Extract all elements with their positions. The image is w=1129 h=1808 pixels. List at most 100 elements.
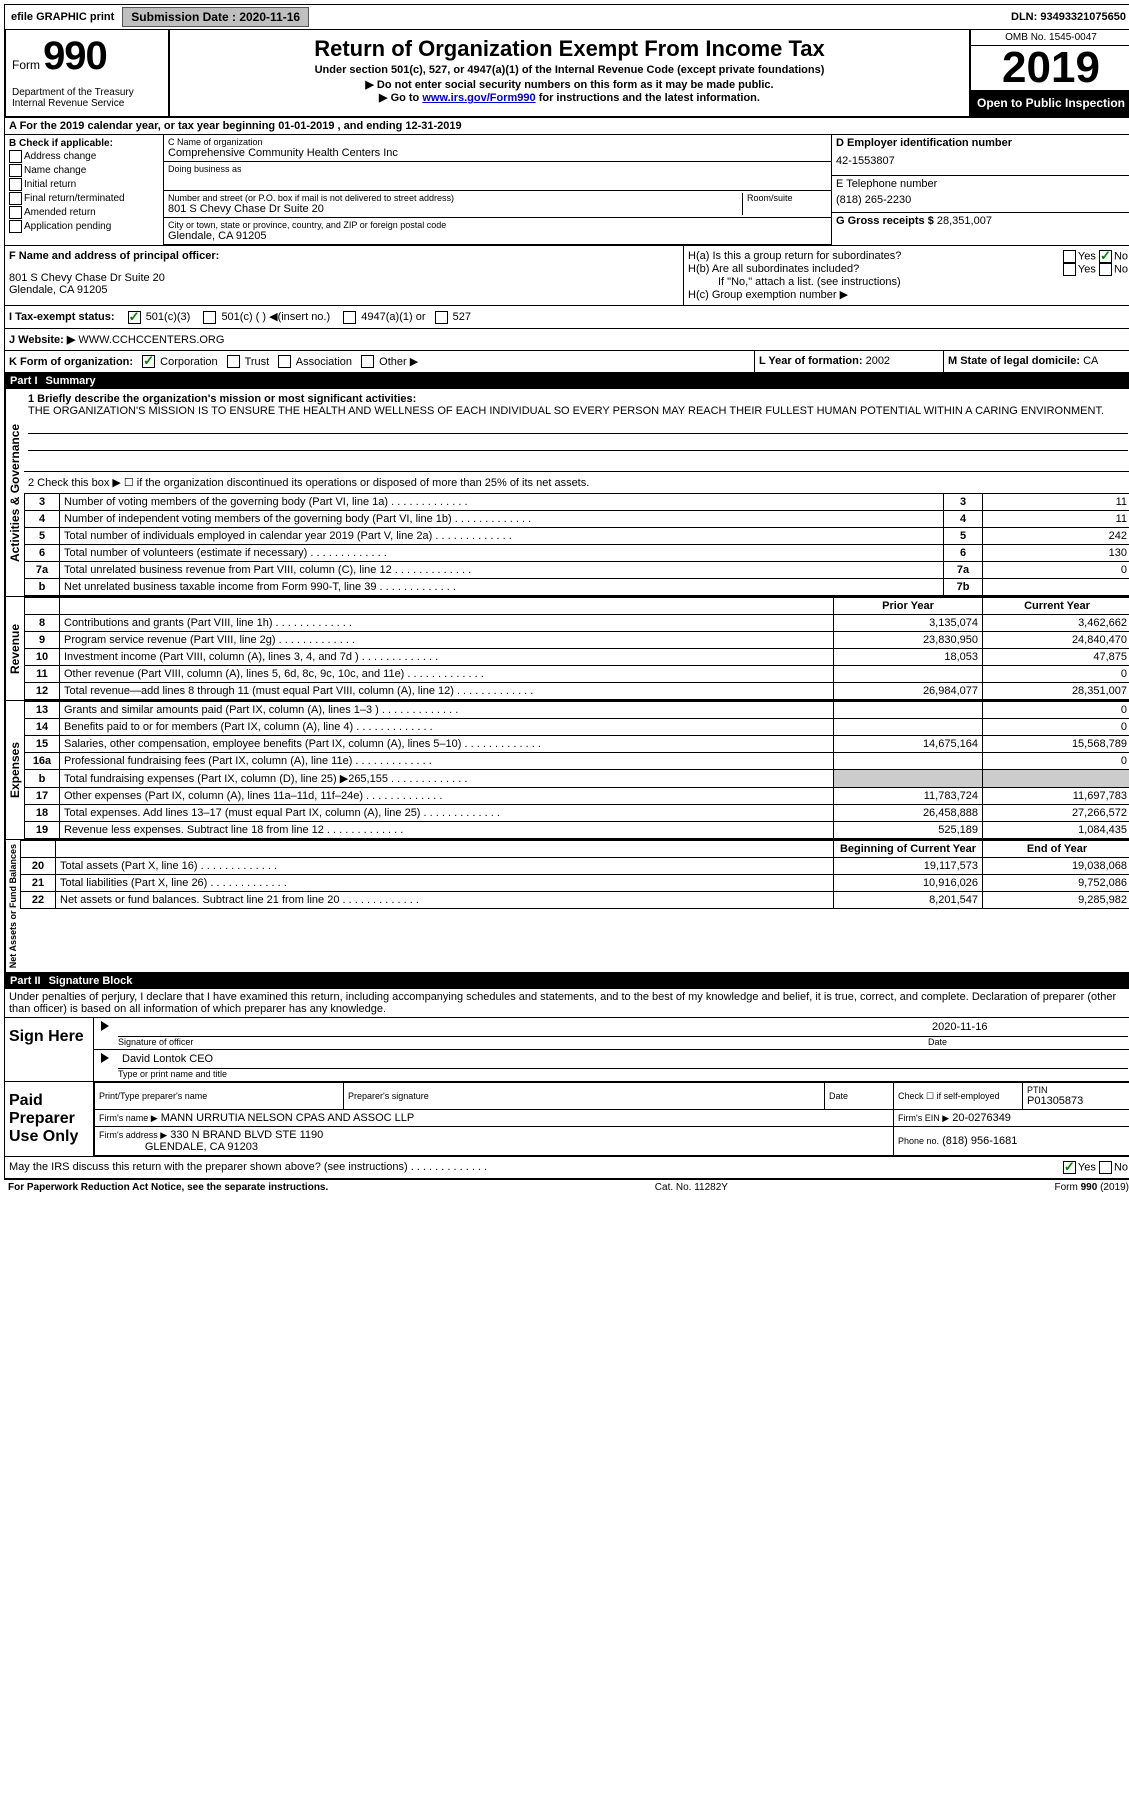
box-d-e-g: D Employer identification number 42-1553…	[831, 135, 1129, 245]
checkbox-corp[interactable]	[142, 355, 155, 368]
checkbox-hb-yes[interactable]	[1063, 263, 1076, 276]
subtitle-3: ▶ Go to www.irs.gov/Form990 for instruct…	[174, 91, 965, 104]
checkbox-trust[interactable]	[227, 355, 240, 368]
discuss-q: May the IRS discuss this return with the…	[9, 1161, 1063, 1174]
checkbox-501c[interactable]	[203, 311, 216, 324]
table-row: 5Total number of individuals employed in…	[25, 528, 1129, 545]
checkbox-527[interactable]	[435, 311, 448, 324]
revenue-section: Revenue Prior YearCurrent Year 8Contribu…	[4, 597, 1129, 701]
form-header: Form 990 Department of the Treasury Inte…	[4, 30, 1129, 118]
form-number-cell: Form 990 Department of the Treasury Inte…	[6, 30, 170, 116]
table-row: 20Total assets (Part X, line 16)19,117,5…	[21, 858, 1129, 875]
ptin: P01305873	[1027, 1095, 1127, 1107]
gross-receipts: 28,351,007	[937, 215, 992, 227]
year-cell: OMB No. 1545-0047 2019 Open to Public In…	[971, 30, 1129, 116]
table-row: 11Other revenue (Part VIII, column (A), …	[25, 666, 1129, 683]
paid-prep-label: Paid Preparer Use Only	[5, 1082, 94, 1156]
checkbox-final[interactable]	[9, 192, 22, 205]
table-row: 22Net assets or fund balances. Subtract …	[21, 892, 1129, 909]
mission-text: THE ORGANIZATION'S MISSION IS TO ENSURE …	[28, 405, 1128, 417]
checkbox-pending[interactable]	[9, 220, 22, 233]
officer-name: David Lontok CEO	[118, 1052, 1128, 1069]
dln-display: DLN: 93493321075650	[1011, 11, 1129, 23]
expense-section: Expenses 13Grants and similar amounts pa…	[4, 701, 1129, 840]
subtitle-2: ▶ Do not enter social security numbers o…	[174, 78, 965, 91]
org-city: Glendale, CA 91205	[168, 230, 827, 242]
firm-name: MANN URRUTIA NELSON CPAS AND ASSOC LLP	[161, 1112, 414, 1124]
checkbox-initial[interactable]	[9, 178, 22, 191]
tax-year: 2019	[971, 46, 1129, 90]
table-row: 21Total liabilities (Part X, line 26)10,…	[21, 875, 1129, 892]
telephone: (818) 265-2230	[836, 190, 1128, 210]
checkbox-amended[interactable]	[9, 206, 22, 219]
part2-header: Part II Signature Block	[4, 973, 1129, 989]
triangle-icon	[101, 1021, 109, 1031]
box-k-l-m: K Form of organization: Corporation Trus…	[4, 351, 1129, 374]
checkbox-501c3[interactable]	[128, 311, 141, 324]
box-i: I Tax-exempt status: 501(c)(3) 501(c) ( …	[4, 306, 1129, 329]
net-section: Net Assets or Fund Balances Beginning of…	[4, 840, 1129, 973]
table-row: 18Total expenses. Add lines 13–17 (must …	[25, 805, 1129, 822]
signature-block: Sign Here Signature of officer 2020-11-1…	[4, 1018, 1129, 1179]
checkbox-ha-yes[interactable]	[1063, 250, 1076, 263]
box-b: B Check if applicable: Address change Na…	[5, 135, 164, 245]
checkbox-other[interactable]	[361, 355, 374, 368]
section-f-h: F Name and address of principal officer:…	[4, 246, 1129, 306]
line-a: A For the 2019 calendar year, or tax yea…	[4, 118, 1129, 135]
table-row: bTotal fundraising expenses (Part IX, co…	[25, 770, 1129, 788]
submission-date-btn[interactable]: Submission Date : 2020-11-16	[122, 7, 309, 27]
checkbox-hb-no[interactable]	[1099, 263, 1112, 276]
q2: 2 Check this box ▶ ☐ if the organization…	[24, 472, 1129, 493]
checkbox-assoc[interactable]	[278, 355, 291, 368]
org-name: Comprehensive Community Health Centers I…	[168, 147, 827, 159]
part1-body: Activities & Governance 1 Briefly descri…	[4, 389, 1129, 597]
open-inspection: Open to Public Inspection	[971, 90, 1129, 116]
checkbox-name[interactable]	[9, 164, 22, 177]
table-row: 3Number of voting members of the governi…	[25, 494, 1129, 511]
org-address: 801 S Chevy Chase Dr Suite 20	[168, 203, 742, 215]
top-toolbar: efile GRAPHIC print Submission Date : 20…	[4, 4, 1129, 30]
table-row: 14Benefits paid to or for members (Part …	[25, 719, 1129, 736]
ein: 42-1553807	[836, 149, 1128, 173]
table-row: 12Total revenue—add lines 8 through 11 (…	[25, 683, 1129, 700]
table-row: 6Total number of volunteers (estimate if…	[25, 545, 1129, 562]
rev-table: Prior YearCurrent Year 8Contributions an…	[24, 597, 1129, 700]
checkbox-address[interactable]	[9, 150, 22, 163]
exp-label: Expenses	[5, 701, 24, 839]
firm-ein: 20-0276349	[952, 1112, 1011, 1124]
form-number: 990	[43, 34, 107, 78]
website: WWW.CCHCCENTERS.ORG	[78, 334, 224, 346]
table-row: 19Revenue less expenses. Subtract line 1…	[25, 822, 1129, 839]
efile-label: efile GRAPHIC print	[7, 11, 118, 23]
exp-table: 13Grants and similar amounts paid (Part …	[24, 701, 1129, 839]
box-c: C Name of organization Comprehensive Com…	[164, 135, 831, 245]
gov-table: 3Number of voting members of the governi…	[24, 493, 1129, 596]
checkbox-discuss-yes[interactable]	[1063, 1161, 1076, 1174]
irs-link[interactable]: www.irs.gov/Form990	[422, 92, 535, 104]
table-row: 17Other expenses (Part IX, column (A), l…	[25, 788, 1129, 805]
checkbox-4947[interactable]	[343, 311, 356, 324]
table-row: 7aTotal unrelated business revenue from …	[25, 562, 1129, 579]
part1-header: Part I Summary	[4, 373, 1129, 389]
sign-here-label: Sign Here	[5, 1018, 94, 1081]
subtitle-1: Under section 501(c), 527, or 4947(a)(1)…	[174, 64, 965, 76]
gov-label: Activities & Governance	[5, 389, 24, 596]
checkbox-discuss-no[interactable]	[1099, 1161, 1112, 1174]
declaration: Under penalties of perjury, I declare th…	[4, 989, 1129, 1018]
box-h: H(a) Is this a group return for subordin…	[684, 246, 1129, 305]
table-row: 13Grants and similar amounts paid (Part …	[25, 702, 1129, 719]
table-row: 10Investment income (Part VIII, column (…	[25, 649, 1129, 666]
page-footer: For Paperwork Reduction Act Notice, see …	[4, 1179, 1129, 1195]
rev-label: Revenue	[5, 597, 24, 700]
table-row: 16aProfessional fundraising fees (Part I…	[25, 753, 1129, 770]
net-label: Net Assets or Fund Balances	[5, 840, 20, 972]
title-cell: Return of Organization Exempt From Incom…	[170, 30, 971, 116]
table-row: 4Number of independent voting members of…	[25, 511, 1129, 528]
section-b-g: B Check if applicable: Address change Na…	[4, 135, 1129, 246]
table-row: bNet unrelated business taxable income f…	[25, 579, 1129, 596]
box-j: J Website: ▶ WWW.CCHCCENTERS.ORG	[4, 329, 1129, 351]
form-prefix: Form	[12, 58, 40, 72]
checkbox-ha-no[interactable]	[1099, 250, 1112, 263]
triangle-icon	[101, 1053, 109, 1063]
table-row: 15Salaries, other compensation, employee…	[25, 736, 1129, 753]
